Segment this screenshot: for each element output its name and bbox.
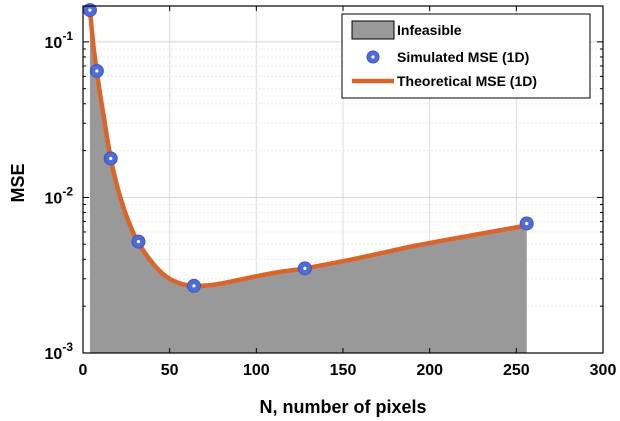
theoretical-mse-line <box>87 7 529 289</box>
x-tick-label: 250 <box>503 362 530 379</box>
legend: Infeasible Simulated MSE (1D) Theoretica… <box>341 13 591 99</box>
y-tick-labels: 10-3 10-2 10-1 <box>45 29 74 363</box>
y-axis-label: MSE <box>8 163 28 202</box>
y-tick-label: 10-1 <box>45 29 74 52</box>
x-tick-label: 150 <box>330 362 357 379</box>
tick-marks <box>82 6 604 354</box>
theoretical-line-layer <box>87 7 529 289</box>
y-tick-label: 10-3 <box>45 340 74 363</box>
infeasible-region <box>89 10 527 353</box>
simulated-markers <box>82 3 534 293</box>
x-tick-label: 300 <box>590 362 617 379</box>
simulated-mse-point-center <box>88 8 92 12</box>
infeasible-area <box>89 10 527 353</box>
legend-label-theoretical: Theoretical MSE (1D) <box>397 73 537 89</box>
x-tick-label: 50 <box>161 362 179 379</box>
simulated-mse-point-center <box>136 240 141 244</box>
x-tick-label: 0 <box>79 362 88 379</box>
simulated-mse-point-center <box>303 266 307 270</box>
simulated-mse-point-center <box>109 156 113 161</box>
legend-label-infeasible: Infeasible <box>397 22 462 38</box>
x-tick-labels: 0 50 100 150 200 250 300 <box>79 362 617 379</box>
legend-marker-simulated-center <box>371 55 375 59</box>
simulated-mse-point-center <box>192 284 196 288</box>
y-tick-label: 10-2 <box>45 184 74 207</box>
simulated-mse-point-center <box>95 69 99 73</box>
x-axis-label: N, number of pixels <box>259 397 426 417</box>
simulated-mse-point-center <box>525 221 529 226</box>
legend-label-simulated: Simulated MSE (1D) <box>397 49 529 65</box>
x-tick-label: 100 <box>243 362 270 379</box>
x-tick-label: 200 <box>416 362 443 379</box>
legend-swatch-infeasible <box>351 20 395 40</box>
